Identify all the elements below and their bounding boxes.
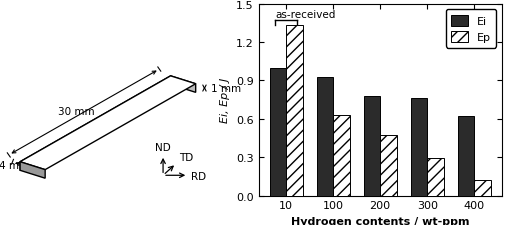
Text: 30 mm: 30 mm (58, 106, 95, 116)
Text: as-received: as-received (275, 10, 336, 20)
Y-axis label: Ei, Ep / J: Ei, Ep / J (220, 78, 230, 123)
Polygon shape (170, 76, 196, 93)
Legend: Ei, Ep: Ei, Ep (445, 10, 496, 48)
Polygon shape (20, 162, 45, 178)
Polygon shape (20, 76, 196, 170)
Bar (270, 68, 286, 196)
Bar (316, 77, 333, 196)
Bar (458, 117, 474, 196)
Text: 4 mm: 4 mm (0, 160, 29, 170)
Text: TD: TD (179, 152, 193, 162)
Bar (333, 115, 350, 196)
Text: RD: RD (190, 172, 206, 182)
Bar (474, 180, 490, 196)
Polygon shape (20, 76, 170, 171)
Text: ND: ND (155, 143, 171, 153)
Bar (427, 159, 444, 196)
Text: 1 mm: 1 mm (211, 84, 241, 94)
X-axis label: Hydrogen contents / wt-ppm: Hydrogen contents / wt-ppm (291, 216, 470, 225)
Bar (411, 99, 427, 196)
Bar (364, 96, 380, 196)
Bar (380, 136, 397, 196)
Bar (286, 26, 303, 196)
